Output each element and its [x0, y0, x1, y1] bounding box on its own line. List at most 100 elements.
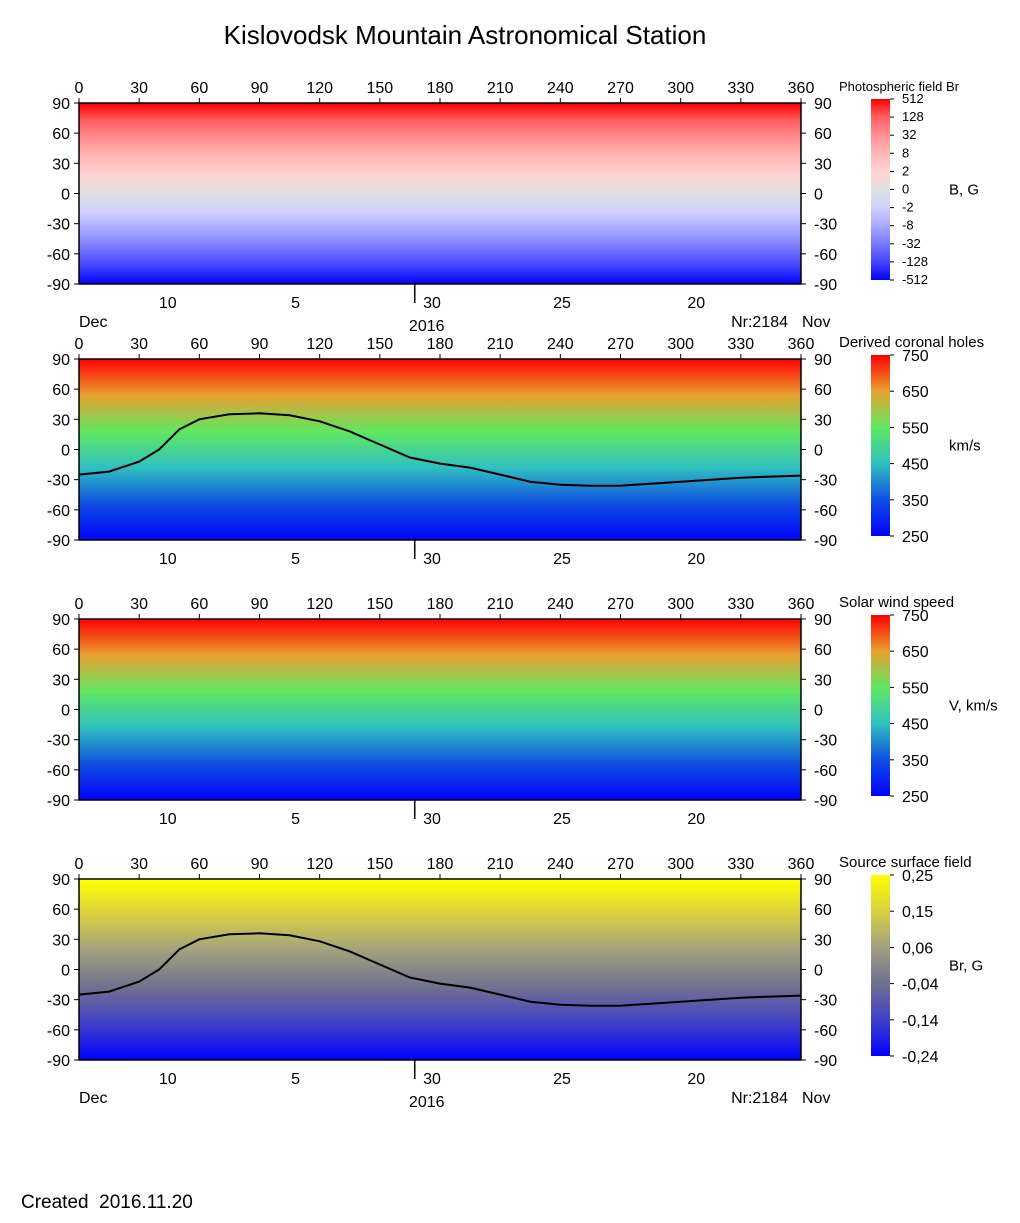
- colorbar-tick-label: 8: [902, 145, 909, 160]
- colorbar-tick-label: 2: [902, 163, 909, 178]
- x-tick-label: 360: [788, 336, 815, 353]
- x-tick-label: 90: [251, 336, 269, 353]
- y-tick-label-right: 90: [814, 96, 832, 113]
- x-tick-label: 330: [727, 336, 754, 353]
- date-tick-label: 30: [423, 551, 441, 568]
- y-tick-label-right: -90: [814, 533, 837, 550]
- month-right: Nov: [802, 1090, 830, 1107]
- x-tick-label: 90: [251, 80, 269, 97]
- created-date: Created 2016.11.20: [21, 1192, 193, 1213]
- x-tick-label: 0: [75, 596, 84, 613]
- y-tick-label: 0: [61, 443, 70, 460]
- x-tick-label: 240: [547, 336, 574, 353]
- date-tick-label: 10: [159, 1071, 177, 1088]
- y-tick-label: 60: [52, 902, 70, 919]
- colorbar-tick-label: 550: [902, 420, 929, 437]
- y-tick-label-right: -90: [814, 277, 837, 294]
- y-tick-label: 90: [52, 872, 70, 889]
- y-tick-label: 0: [61, 703, 70, 720]
- x-tick-label: 240: [547, 80, 574, 97]
- y-tick-label: 30: [52, 672, 70, 689]
- y-tick-label: -60: [47, 763, 70, 780]
- colorbar-tick-label: 512: [902, 91, 924, 106]
- y-tick-label-right: 60: [814, 902, 832, 919]
- colorbar-tick-label: 250: [902, 789, 929, 806]
- x-tick-label: 180: [427, 80, 454, 97]
- colorbar-tick-label: 250: [902, 529, 929, 546]
- y-tick-label-right: 30: [814, 412, 832, 429]
- colorbar-tick-label: -2: [902, 200, 914, 215]
- x-tick-label: 210: [487, 856, 514, 873]
- colorbar-title: Photospheric field Br: [839, 79, 960, 94]
- y-tick-label-right: 90: [814, 612, 832, 629]
- y-tick-label-right: 30: [814, 932, 832, 949]
- x-tick-label: 90: [251, 856, 269, 873]
- colorbar-tick-label: 0,06: [902, 940, 933, 957]
- colorbar-tick-label: -0,04: [902, 977, 939, 994]
- date-tick-label: 5: [291, 551, 300, 568]
- x-tick-label: 30: [130, 336, 148, 353]
- y-tick-label-right: -30: [814, 217, 837, 234]
- y-tick-label-right: 90: [814, 872, 832, 889]
- date-tick-label: 5: [291, 1071, 300, 1088]
- x-tick-label: 60: [190, 336, 208, 353]
- month-right: Nov: [802, 314, 830, 331]
- colorbar: [871, 875, 890, 1056]
- y-tick-label: -30: [47, 217, 70, 234]
- x-tick-label: 120: [306, 80, 333, 97]
- colorbar-unit: km/s: [949, 438, 981, 455]
- colorbar-tick-label: 128: [902, 109, 924, 124]
- date-tick-label: 20: [687, 295, 705, 312]
- y-tick-label: -30: [47, 993, 70, 1010]
- plot-area: [78, 102, 802, 285]
- colorbar-title: Source surface field: [839, 854, 972, 871]
- colorbar-tick-label: 32: [902, 127, 916, 142]
- date-tick-label: 5: [291, 811, 300, 828]
- colorbar-title: Derived coronal holes: [839, 334, 984, 351]
- x-tick-label: 180: [427, 336, 454, 353]
- x-tick-label: 270: [607, 856, 634, 873]
- y-tick-label-right: 0: [814, 187, 823, 204]
- y-tick-label-right: 0: [814, 703, 823, 720]
- plot-area: [78, 618, 802, 801]
- date-tick-label: 25: [553, 551, 571, 568]
- x-tick-label: 30: [130, 856, 148, 873]
- y-tick-label: 30: [52, 932, 70, 949]
- y-tick-label: 30: [52, 156, 70, 173]
- x-tick-label: 0: [75, 80, 84, 97]
- x-tick-label: 30: [130, 80, 148, 97]
- x-tick-label: 270: [607, 336, 634, 353]
- x-tick-label: 300: [667, 596, 694, 613]
- x-tick-label: 150: [366, 80, 393, 97]
- colorbar-tick-label: -512: [902, 272, 928, 287]
- x-tick-label: 180: [427, 596, 454, 613]
- y-tick-label-right: 30: [814, 672, 832, 689]
- page-title: Kislovodsk Mountain Astronomical Station: [223, 20, 707, 50]
- colorbar-tick-label: 750: [902, 348, 929, 365]
- y-tick-label-right: -60: [814, 1023, 837, 1040]
- x-tick-label: 0: [75, 336, 84, 353]
- colorbar: [871, 99, 890, 280]
- y-tick-label-right: 0: [814, 443, 823, 460]
- x-tick-label: 240: [547, 856, 574, 873]
- colorbar-tick-label: -8: [902, 218, 914, 233]
- colorbar-tick-label: 550: [902, 680, 929, 697]
- colorbar-unit: Br, G: [949, 958, 983, 975]
- colorbar-tick-label: 0,15: [902, 904, 933, 921]
- date-tick-label: 25: [553, 295, 571, 312]
- neutral-line: [78, 412, 802, 487]
- y-tick-label: -90: [47, 1053, 70, 1070]
- date-tick-label: 25: [553, 811, 571, 828]
- date-tick-label: 25: [553, 1071, 571, 1088]
- x-tick-label: 270: [607, 596, 634, 613]
- x-tick-label: 150: [366, 856, 393, 873]
- x-tick-label: 150: [366, 336, 393, 353]
- y-tick-label: -60: [47, 247, 70, 264]
- x-tick-label: 60: [190, 596, 208, 613]
- y-tick-label: 30: [52, 412, 70, 429]
- date-tick-label: 10: [159, 551, 177, 568]
- date-tick-label: 5: [291, 295, 300, 312]
- year-label: 2016: [409, 1094, 445, 1111]
- plot-area: [78, 878, 802, 1061]
